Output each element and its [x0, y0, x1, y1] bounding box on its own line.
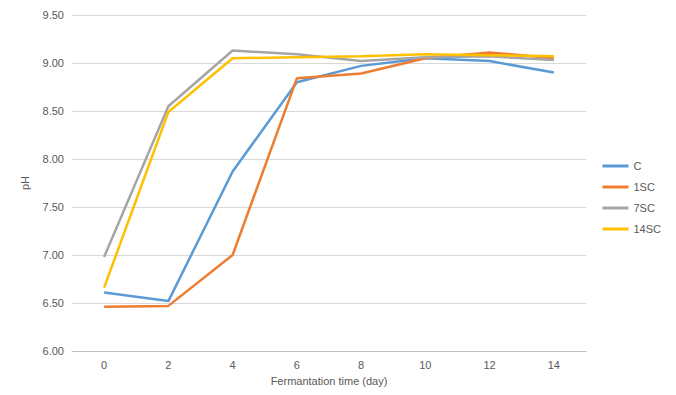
svg-text:Fermantation time (day): Fermantation time (day) [271, 375, 388, 387]
svg-text:2: 2 [165, 359, 171, 371]
svg-text:1SC: 1SC [633, 181, 654, 193]
svg-text:10: 10 [419, 359, 431, 371]
svg-text:9.00: 9.00 [43, 57, 64, 69]
svg-text:7.00: 7.00 [43, 249, 64, 261]
svg-text:14: 14 [548, 359, 560, 371]
svg-text:14SC: 14SC [633, 223, 661, 235]
svg-text:6.00: 6.00 [43, 345, 64, 357]
svg-text:8.50: 8.50 [43, 105, 64, 117]
svg-text:7.50: 7.50 [43, 201, 64, 213]
svg-text:6.50: 6.50 [43, 297, 64, 309]
svg-text:pH: pH [19, 176, 31, 190]
svg-text:0: 0 [101, 359, 107, 371]
svg-text:8: 8 [358, 359, 364, 371]
svg-text:4: 4 [230, 359, 236, 371]
svg-text:9.50: 9.50 [43, 9, 64, 21]
svg-text:6: 6 [294, 359, 300, 371]
svg-text:12: 12 [484, 359, 496, 371]
svg-text:7SC: 7SC [633, 202, 654, 214]
svg-text:C: C [633, 160, 641, 172]
svg-text:8.00: 8.00 [43, 153, 64, 165]
